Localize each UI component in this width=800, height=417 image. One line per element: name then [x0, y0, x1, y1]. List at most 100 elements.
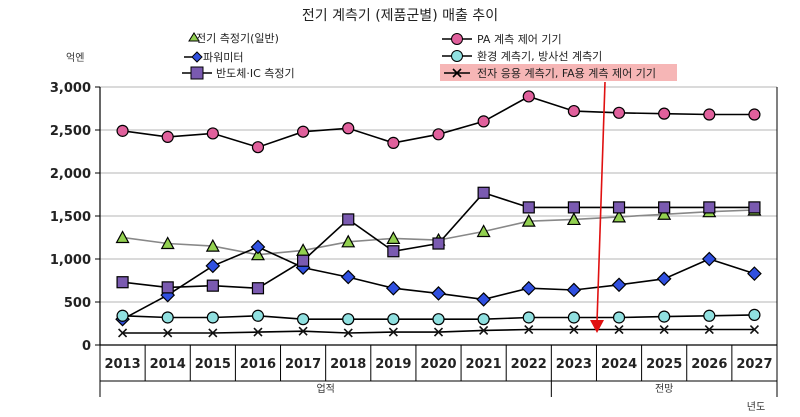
data-point — [343, 328, 353, 338]
data-point — [612, 201, 626, 214]
data-point — [161, 281, 174, 294]
legend-label: 전자 응용 계측기, FA용 계측 제어 기기 — [477, 67, 656, 80]
legend: 전기 측정기(일반) 파워미터 반도체·IC 측정기 PA 계측 제어 기기 환… — [182, 31, 677, 81]
x-tick-label: 2023 — [556, 357, 592, 372]
period-label-forecast: 전망 — [655, 383, 673, 395]
x-tick-label: 2017 — [285, 357, 321, 372]
data-point — [659, 324, 669, 335]
data-point — [342, 213, 355, 226]
data-point — [386, 231, 401, 244]
data-point — [208, 328, 218, 338]
x-tick-label: 2021 — [466, 357, 502, 372]
data-point — [611, 277, 627, 293]
legend-label: 전기 측정기(일반) — [196, 31, 279, 45]
y-tick-label: 3,000 — [50, 81, 91, 96]
data-point — [206, 311, 219, 324]
y-unit-label: 억엔 — [66, 52, 84, 64]
y-axis-ticks: 0 500 1,000 1,500 2,000 2,500 3,000 — [50, 81, 100, 354]
x-tick-label: 2016 — [240, 357, 276, 372]
data-point — [206, 127, 219, 140]
data-point — [387, 313, 400, 326]
data-point — [160, 236, 175, 250]
x-tick-label: 2026 — [691, 357, 727, 372]
legend-diamond-marker — [191, 51, 203, 63]
data-point — [297, 125, 310, 138]
data-point — [658, 107, 671, 120]
data-point — [432, 237, 445, 250]
legend-label: 파워미터 — [203, 51, 243, 64]
data-point — [432, 128, 445, 141]
data-point — [205, 258, 221, 274]
data-point — [341, 234, 356, 248]
data-point — [521, 280, 537, 296]
legend-circle-marker — [451, 50, 463, 62]
data-point — [163, 328, 173, 338]
x-tick-label: 2014 — [150, 357, 186, 372]
data-point — [476, 224, 491, 238]
data-point — [387, 245, 400, 258]
data-point — [704, 324, 714, 335]
data-point — [479, 325, 489, 335]
data-point — [701, 251, 717, 267]
data-point — [748, 308, 761, 321]
data-point — [206, 279, 219, 292]
x-tick-label: 2020 — [420, 357, 456, 372]
data-point — [342, 122, 355, 135]
data-point — [388, 327, 398, 337]
data-point — [748, 108, 761, 121]
data-point — [476, 292, 491, 307]
data-point — [118, 328, 128, 338]
legend-item-semiconductor: 반도체·IC 측정기 — [182, 66, 295, 80]
data-point — [522, 90, 535, 103]
data-point — [297, 313, 310, 326]
data-point — [567, 201, 581, 214]
data-point — [612, 106, 626, 119]
x-tick-label: 2018 — [330, 357, 366, 372]
arrow-line — [596, 81, 606, 323]
data-point — [477, 313, 490, 326]
data-point — [116, 309, 129, 322]
data-point — [658, 310, 671, 323]
data-point — [161, 130, 174, 143]
data-point — [298, 326, 308, 336]
x-axis-title: 년도 — [747, 401, 765, 413]
data-point — [612, 209, 627, 223]
legend-triangle-marker — [188, 32, 200, 42]
legend-item-general-meter: 전기 측정기(일반) — [188, 31, 279, 45]
data-point — [521, 213, 536, 227]
data-point — [386, 280, 401, 296]
y-tick-label: 2,000 — [50, 167, 91, 182]
data-point — [340, 269, 356, 285]
legend-label: 반도체·IC 측정기 — [216, 67, 295, 80]
legend-square-marker — [190, 66, 204, 80]
x-tick-label: 2024 — [601, 357, 637, 372]
legend-circle-marker — [451, 33, 463, 45]
x-tick-label: 2015 — [195, 357, 231, 372]
grid — [99, 86, 778, 345]
data-point — [251, 309, 265, 322]
data-point — [116, 124, 129, 137]
y-tick-label: 1,000 — [50, 253, 91, 268]
data-point — [251, 141, 265, 154]
data-point — [161, 311, 174, 324]
data-point — [703, 201, 716, 214]
data-point — [703, 108, 716, 121]
y-tick-label: 500 — [64, 296, 91, 311]
data-point — [433, 327, 444, 337]
data-point — [251, 282, 265, 295]
data-point — [524, 324, 534, 335]
data-point — [747, 266, 762, 281]
data-point — [115, 230, 130, 244]
data-point — [749, 324, 759, 335]
data-point — [567, 104, 581, 118]
data-point — [297, 254, 310, 267]
y-tick-label: 2,500 — [50, 124, 91, 139]
data-point — [656, 271, 672, 287]
x-tick-label: 2027 — [736, 357, 772, 372]
legend-label: PA 계측 제어 기기 — [477, 33, 562, 46]
data-point — [567, 311, 581, 324]
y-tick-label: 1,500 — [50, 210, 91, 225]
data-point — [569, 324, 579, 335]
data-point — [522, 311, 535, 324]
